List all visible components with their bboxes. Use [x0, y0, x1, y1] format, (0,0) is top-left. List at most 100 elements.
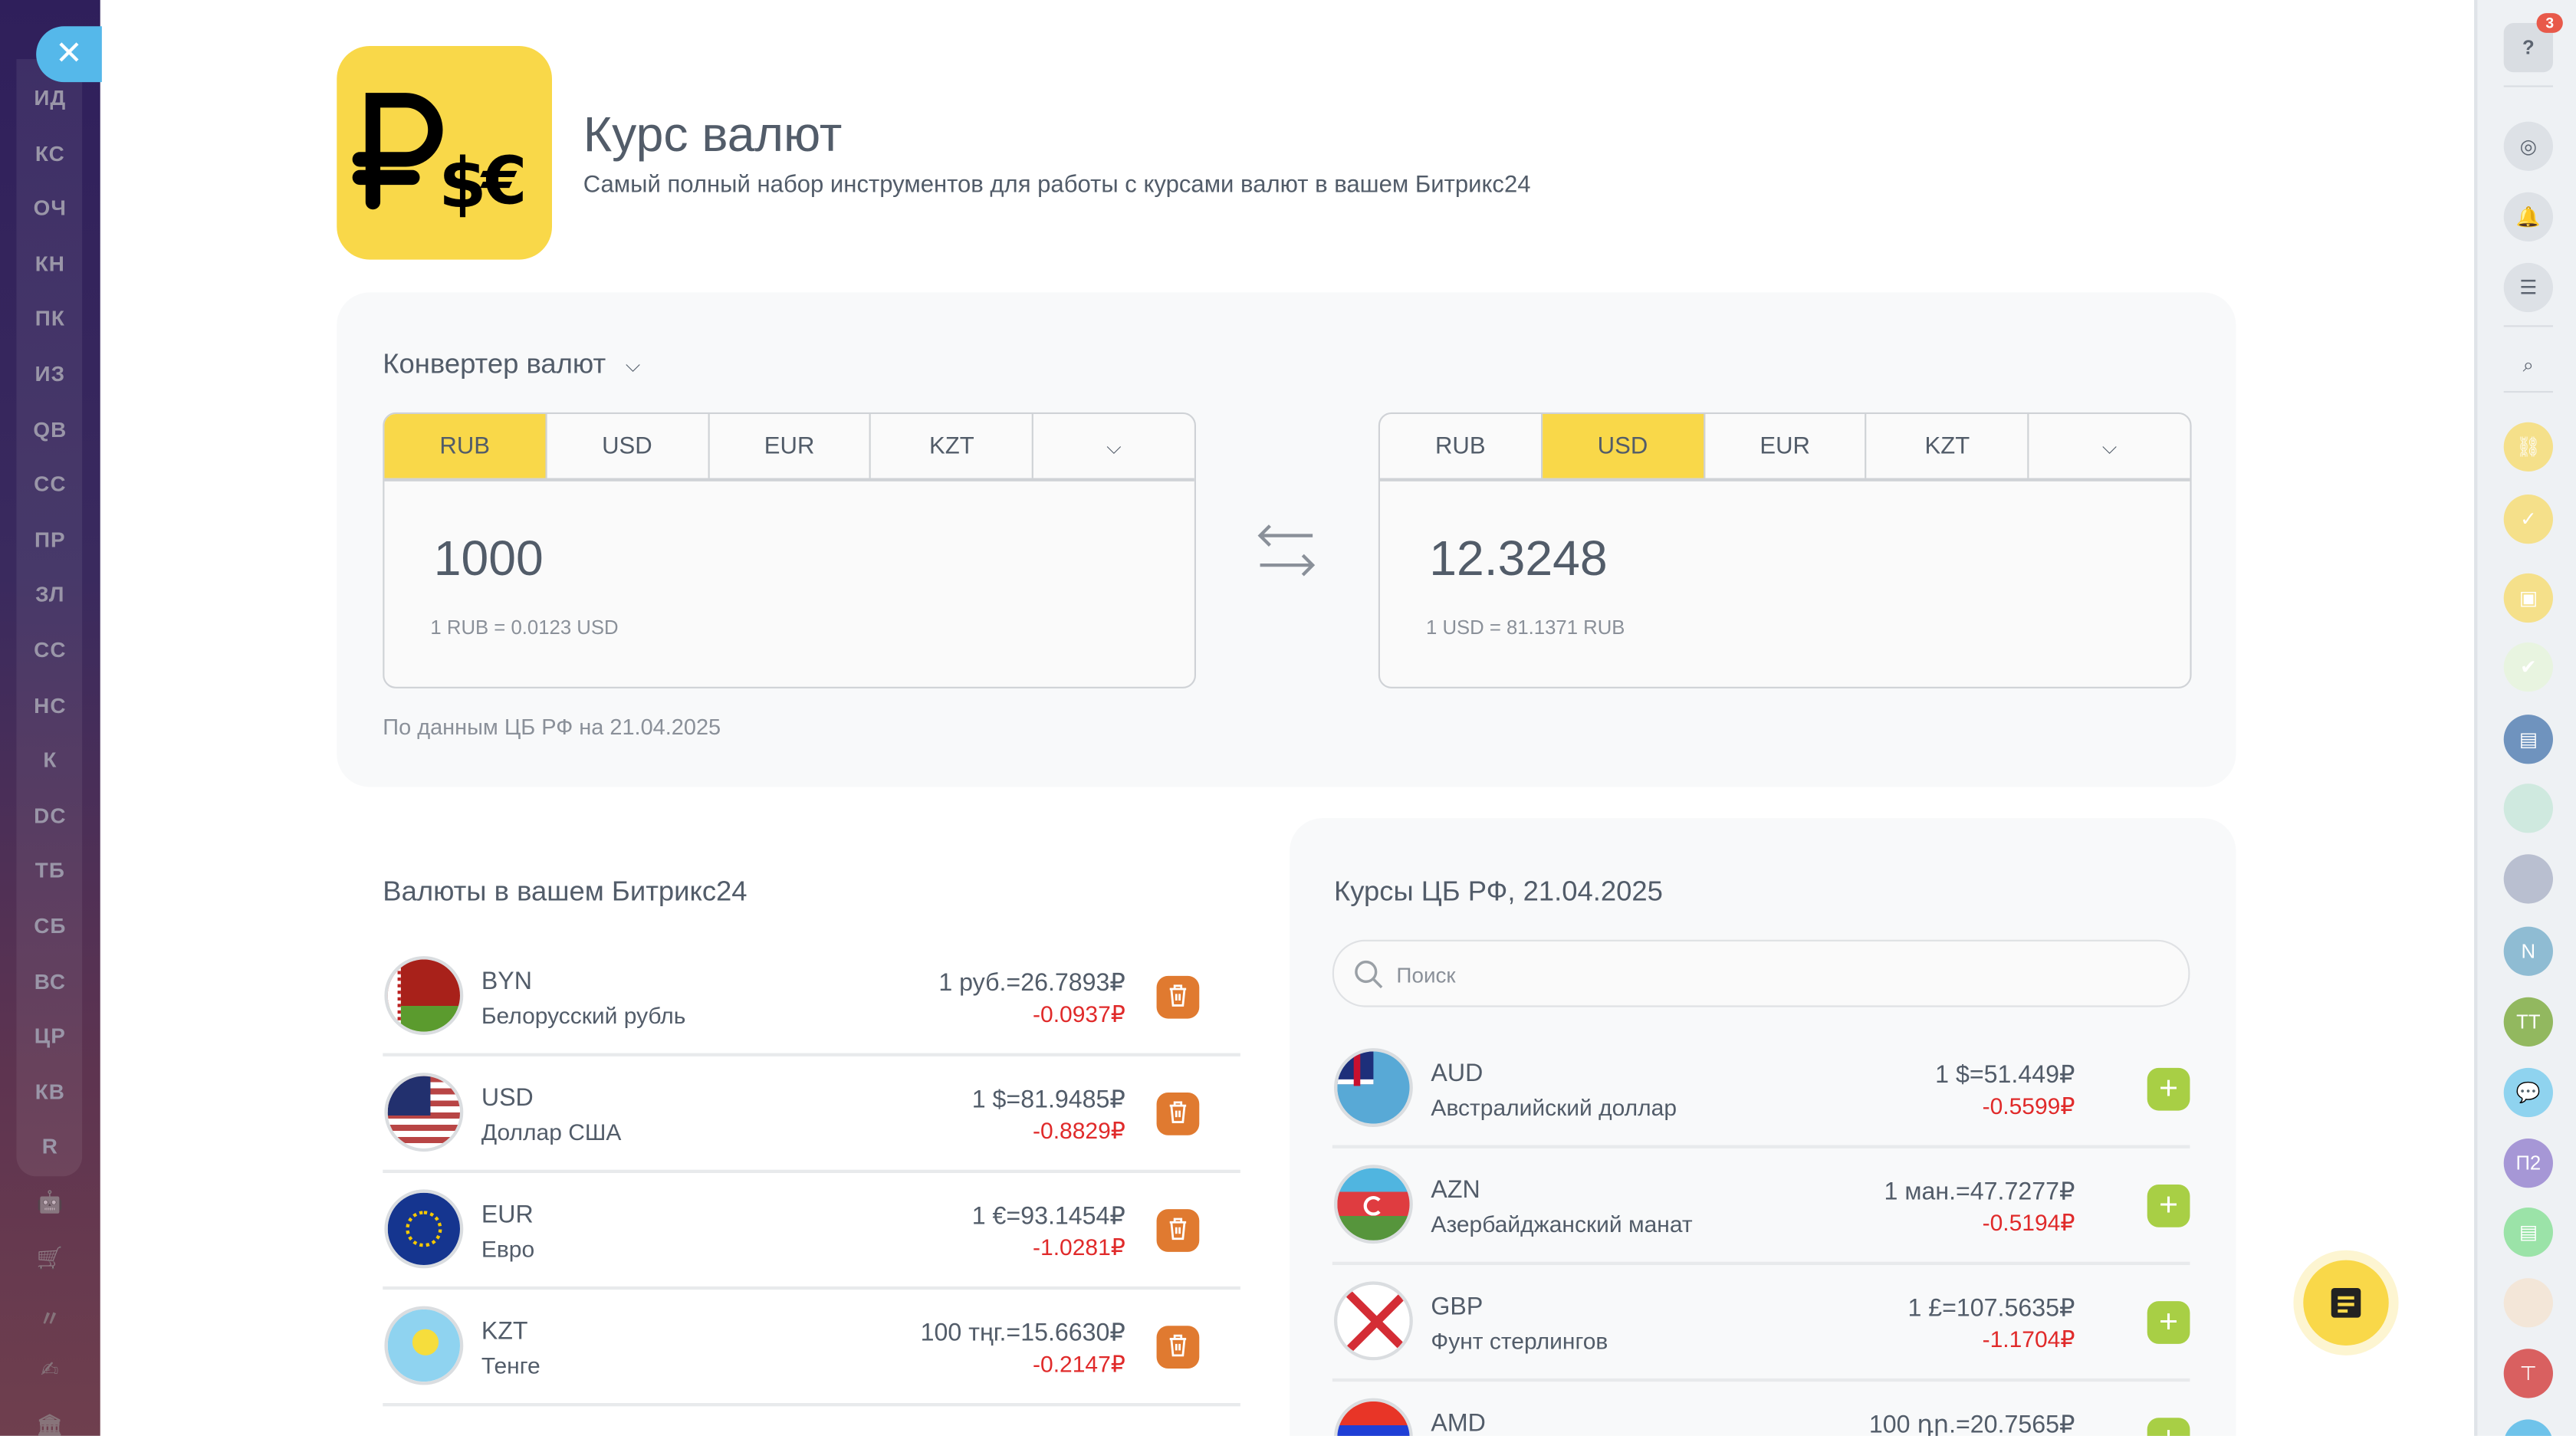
converter-to: RUB USD EUR KZT ⌵ 12.3248 1 USD = 81.1371 RU… — [1378, 412, 2192, 688]
news-icon[interactable]: ▤ — [2503, 1208, 2553, 1257]
document-icon[interactable]: ▤ — [2503, 715, 2553, 764]
currency-code: AZN — [1431, 1176, 1480, 1204]
sidebar-item[interactable]: КН — [34, 251, 65, 276]
currency-tab[interactable]: RUB — [1380, 414, 1543, 478]
sidebar-item[interactable]: QB — [33, 416, 67, 442]
avatar[interactable]: П2 — [2503, 1139, 2553, 1188]
trash-icon — [1169, 984, 1187, 1007]
plus-icon: + — [2159, 1421, 2178, 1436]
converter-card: Конвертер валют ⌵ RUB USD EUR KZT ⌵ 1000 1 R… — [337, 292, 2236, 787]
chevron-down-icon: ⌵ — [625, 352, 641, 376]
add-button[interactable]: + — [2147, 1301, 2190, 1344]
currency-change: -0.0937₽ — [1033, 1001, 1125, 1027]
data-source: По данным ЦБ РФ на 21.04.2025 — [383, 715, 721, 740]
avatar[interactable] — [2503, 854, 2553, 904]
delete-button[interactable] — [1156, 975, 1200, 1019]
right-sidebar: ? 3 ◎ 🔔 ☰ ⌕ ⛓ ✓ ▣ ✔ ▤ N ТТ 💬 П2 ▤ ⊤ — [2474, 0, 2576, 1436]
sidebar-item[interactable]: ВС — [34, 968, 67, 994]
signature-icon[interactable]: ✍ — [41, 1357, 60, 1382]
currency-tab[interactable]: EUR — [709, 414, 872, 478]
add-button[interactable]: + — [2147, 1185, 2190, 1227]
sidebar-item[interactable]: ПК — [34, 306, 65, 331]
delete-button[interactable] — [1156, 1326, 1200, 1369]
from-amount-input[interactable]: 1000 — [433, 532, 544, 587]
sidebar-item[interactable]: СС — [34, 637, 67, 662]
robot-icon[interactable]: 🤖 — [36, 1189, 64, 1214]
bell-icon[interactable]: 🔔 — [2503, 192, 2553, 242]
sidebar-item[interactable]: КВ — [34, 1079, 65, 1104]
sidebar-item[interactable]: ОЧ — [33, 196, 67, 221]
flag-aud — [1334, 1048, 1413, 1127]
currency-tab[interactable]: RUB — [384, 414, 547, 478]
divider — [2503, 325, 2553, 327]
swap-icon[interactable] — [1257, 522, 1316, 587]
sidebar-item[interactable]: ИЗ — [34, 361, 66, 386]
sidebar-item[interactable]: ЦР — [34, 1024, 66, 1049]
cbr-card: Курсы ЦБ РФ, 21.04.2025 Поиск AUD Австрал… — [1290, 818, 2236, 1436]
plus-icon: + — [2159, 1304, 2179, 1341]
to-amount-input[interactable]: 12.3248 — [1429, 532, 1608, 587]
cart-icon[interactable]: 🛒 — [36, 1245, 64, 1270]
help-icon[interactable]: ? 3 — [2503, 13, 2563, 73]
sidebar-item[interactable]: ЗЛ — [35, 582, 65, 607]
sidebar-item[interactable]: ТБ — [34, 858, 65, 883]
search-input[interactable]: Поиск — [1332, 939, 2190, 1007]
link-icon[interactable]: ⛓ — [2503, 422, 2553, 472]
currency-tab[interactable]: EUR — [1704, 414, 1868, 478]
currency-rate: 1 ман.=47.7277₽ — [1884, 1178, 2075, 1206]
chat-button[interactable] — [2303, 1260, 2389, 1346]
cbr-title: Курсы ЦБ РФ, 21.04.2025 — [1334, 876, 1663, 907]
sidebar-item[interactable]: R — [41, 1134, 58, 1159]
sidebar-item[interactable]: КС — [34, 140, 65, 166]
currency-tab[interactable]: USD — [1542, 414, 1705, 478]
cbr-list: AUD Австралийский доллар 1 $=51.449₽ -0.559… — [1332, 1032, 2190, 1436]
currency-tab[interactable]: KZT — [872, 414, 1034, 478]
avatar[interactable] — [2503, 784, 2553, 833]
avatar[interactable]: ТТ — [2503, 997, 2553, 1047]
sidebar-item[interactable]: DC — [34, 803, 67, 828]
sidebar-item[interactable]: СС — [34, 472, 67, 497]
currency-tab[interactable]: USD — [547, 414, 709, 478]
sidebar-item[interactable]: ИД — [34, 85, 67, 110]
building-icon[interactable]: 🏛 — [36, 1412, 64, 1436]
chat-icon[interactable]: 💬 — [2503, 1067, 2553, 1118]
search-icon[interactable]: ⌕ — [2522, 353, 2535, 376]
sidebar-item[interactable]: К — [43, 748, 58, 773]
more-currencies-dropdown[interactable]: ⌵ — [2029, 414, 2190, 478]
brand-icon[interactable]: 〃 — [38, 1306, 61, 1331]
currency-code: AMD — [1431, 1409, 1486, 1436]
sidebar-item[interactable]: ПР — [34, 527, 66, 552]
contact-icon[interactable]: ▣ — [2503, 573, 2553, 623]
currency-rate: 100 դր.=20.7565₽ — [1868, 1411, 2075, 1436]
currency-code: AUD — [1431, 1060, 1484, 1088]
flag-azn — [1334, 1165, 1413, 1244]
avatar[interactable]: N — [2503, 926, 2553, 976]
currency-row: AMD 100 դր.=20.7565₽ + — [1332, 1382, 2190, 1436]
app-icon[interactable]: ⊤ — [2503, 1349, 2553, 1398]
more-currencies-dropdown[interactable]: ⌵ — [1033, 414, 1194, 478]
chevron-down-icon: ⌵ — [1106, 435, 1122, 458]
check-icon[interactable]: ✔ — [2503, 642, 2553, 692]
chat-list-icon[interactable]: ☰ — [2503, 262, 2553, 313]
from-rate: 1 RUB = 0.0123 USD — [430, 616, 619, 639]
add-button[interactable]: + — [2147, 1418, 2190, 1436]
converter-toggle[interactable]: Конвертер валют ⌵ — [383, 348, 640, 381]
my-currencies-list: BYN Белорусский рубль 1 руб.=26.7893₽ -0.09… — [383, 940, 1240, 1436]
sidebar-item[interactable]: СБ — [34, 913, 67, 938]
currency-change: -0.2147₽ — [1033, 1350, 1125, 1377]
sidebar-item[interactable]: НС — [34, 692, 67, 718]
plus-icon: + — [2159, 1071, 2179, 1108]
avatar[interactable] — [2503, 1278, 2553, 1328]
close-button[interactable]: ✕ — [36, 26, 102, 83]
tasks-icon[interactable]: ✓ — [2503, 495, 2553, 544]
delete-button[interactable] — [1156, 1093, 1200, 1135]
currency-change: -1.1704₽ — [1982, 1326, 2075, 1352]
currency-tab[interactable]: KZT — [1867, 414, 2029, 478]
avatar[interactable] — [2503, 1419, 2553, 1436]
add-button[interactable]: + — [2147, 1067, 2190, 1111]
flag-amd — [1334, 1398, 1413, 1436]
delete-button[interactable] — [1156, 1209, 1200, 1252]
search-placeholder: Поиск — [1396, 962, 1456, 987]
currency-rate: 1 £=107.5635₽ — [1907, 1294, 2075, 1323]
sync-icon[interactable]: ◎ — [2503, 121, 2553, 171]
